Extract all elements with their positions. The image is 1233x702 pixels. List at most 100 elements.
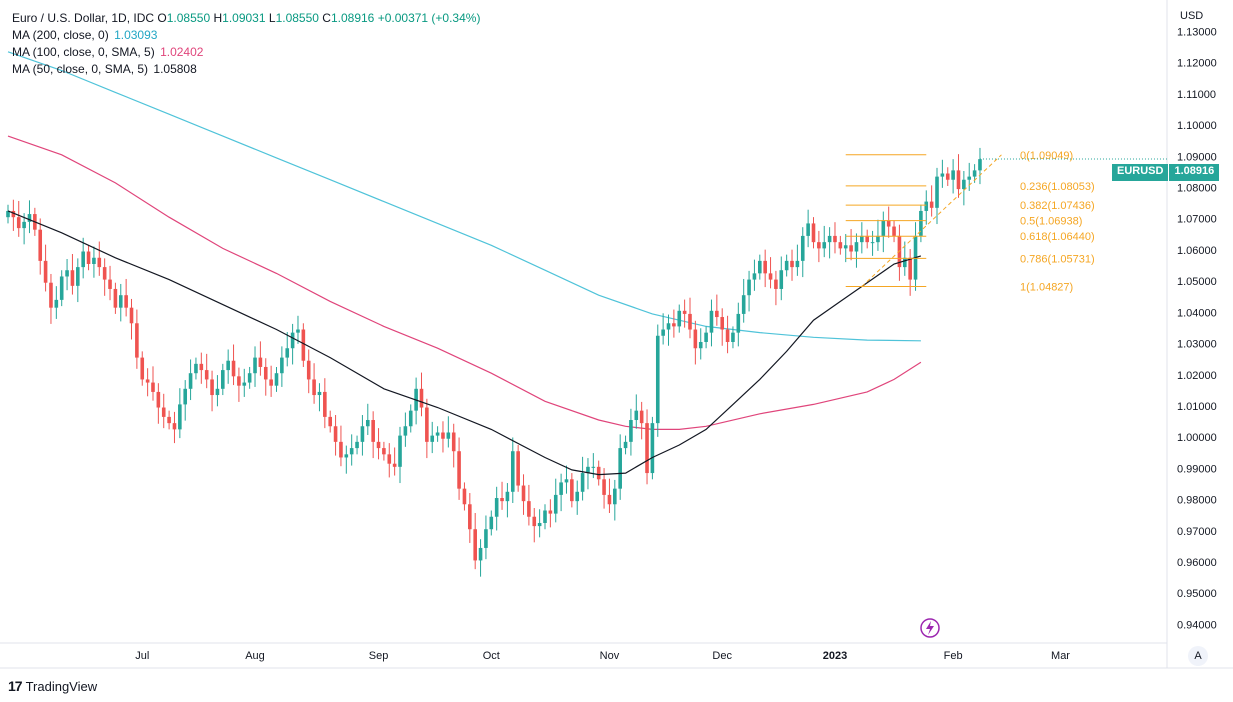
y-tick-label: 0.95000 — [1177, 588, 1217, 600]
candle-body — [747, 279, 751, 296]
ma100-line — [7, 135, 922, 430]
candle-body — [419, 388, 424, 408]
y-tick-label: 1.02000 — [1177, 370, 1217, 382]
candle-body — [623, 441, 628, 449]
candle-body — [167, 416, 171, 424]
candle-body — [468, 504, 472, 530]
candle-body — [532, 516, 537, 527]
symbol-title: Euro / U.S. Dollar, 1D, IDC — [12, 11, 155, 25]
candle-body — [634, 410, 639, 421]
candle-body — [827, 235, 832, 243]
candle-body — [301, 329, 306, 361]
candle-body — [328, 416, 332, 427]
candle-body — [215, 388, 220, 396]
ma200-label: MA (200, close, 0) — [12, 28, 109, 42]
candle-body — [854, 242, 859, 252]
ma100-label: MA (100, close, 0, SMA, 5) — [12, 45, 155, 59]
candle-body — [951, 170, 955, 180]
candle-body — [247, 373, 252, 383]
candle-body — [188, 373, 193, 389]
candle-body — [677, 310, 682, 327]
close-label: C — [322, 11, 331, 25]
ma100-legend[interactable]: MA (100, close, 0, SMA, 5) 1.02402 — [12, 44, 480, 61]
candle-body — [473, 529, 477, 561]
candle-body — [655, 335, 660, 424]
candle-body — [365, 420, 370, 427]
open-label: O — [157, 11, 167, 25]
auto-scale-button[interactable]: A — [1188, 646, 1208, 666]
candle-body — [618, 448, 622, 489]
candle-body — [113, 288, 118, 308]
tradingview-logo-icon: 17 — [8, 678, 23, 694]
candle-body — [575, 491, 580, 502]
candle-body — [398, 435, 402, 467]
y-tick-label: 1.10000 — [1177, 120, 1217, 132]
candle-body — [129, 307, 134, 324]
y-tick-label: 1.01000 — [1177, 401, 1217, 413]
ma200-legend[interactable]: MA (200, close, 0) 1.03093 — [12, 27, 480, 44]
candle-body — [962, 179, 966, 190]
candle-body — [822, 242, 827, 249]
candle-body — [76, 267, 80, 286]
candle-body — [349, 448, 354, 455]
candle-body — [731, 332, 735, 343]
candle-body — [92, 257, 96, 264]
candle-body — [333, 426, 338, 442]
fib-level-label: 0.5(1.06938) — [1020, 216, 1082, 228]
candle-body — [817, 242, 821, 249]
candle-body — [510, 451, 515, 492]
candle-body — [242, 382, 247, 386]
candle-body — [323, 391, 327, 417]
candle-body — [65, 270, 69, 277]
tradingview-logo[interactable]: 17 TradingView — [8, 678, 97, 694]
candle-body — [591, 466, 596, 468]
y-tick-label: 1.11000 — [1177, 89, 1216, 101]
candle-body — [425, 407, 429, 442]
candle-body — [59, 276, 64, 300]
candle-body — [484, 529, 488, 548]
candle-body — [226, 360, 230, 371]
ma50-legend[interactable]: MA (50, close, 0, SMA, 5) 1.05808 — [12, 61, 480, 78]
candle-body — [752, 273, 757, 280]
fib-level-label: 1(1.04827) — [1020, 282, 1073, 294]
candle-body — [494, 498, 499, 517]
candle-body — [462, 488, 467, 505]
candle-body — [457, 451, 461, 489]
change-value: +0.00371 (+0.34%) — [377, 11, 481, 25]
candle-body — [22, 221, 26, 229]
candle-body — [387, 454, 392, 464]
candle-body — [451, 432, 456, 452]
y-tick-label: 1.03000 — [1177, 339, 1217, 351]
open-value: 1.08550 — [166, 11, 211, 25]
candle-body — [956, 170, 961, 190]
y-tick-label: 1.06000 — [1177, 245, 1217, 257]
fib-level-label: 0(1.09049) — [1020, 150, 1073, 162]
candle-body — [784, 260, 789, 271]
candle-body — [156, 391, 161, 408]
candle-body — [360, 426, 365, 442]
ma50-value: 1.05808 — [153, 62, 197, 76]
candle-body — [736, 313, 741, 333]
candle-body — [296, 329, 300, 333]
candle-body — [49, 282, 53, 308]
x-tick-label: 2023 — [823, 650, 847, 662]
candle-body — [908, 257, 912, 280]
candle-body — [253, 357, 257, 374]
candle-body — [741, 295, 746, 314]
candle-body — [97, 257, 102, 268]
candle-body — [38, 229, 43, 261]
candle-body — [613, 488, 617, 505]
x-tick-label: Jul — [135, 650, 149, 662]
candle-body — [6, 210, 10, 218]
candle-body — [317, 391, 322, 396]
candle-body — [543, 510, 547, 523]
last-price-tag: EURUSD 1.08916 — [1112, 164, 1220, 181]
high-label: H — [213, 11, 223, 25]
candle-body — [860, 235, 864, 243]
candle-body — [559, 482, 563, 495]
candle-body — [978, 159, 982, 171]
candle-body — [570, 479, 574, 502]
candle-body — [967, 176, 972, 180]
ohlc-row: Euro / U.S. Dollar, 1D, IDC O1.08550 H1.… — [12, 10, 480, 27]
